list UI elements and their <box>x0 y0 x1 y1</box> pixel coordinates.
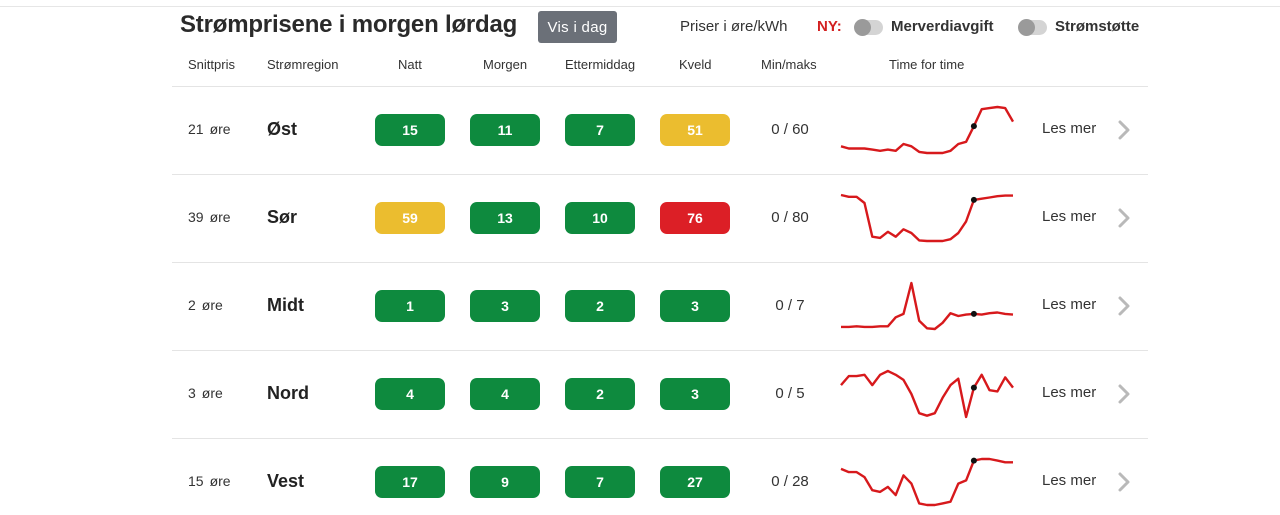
hourly-sparkline <box>840 193 1013 243</box>
price-badge-morning: 13 <box>470 202 540 234</box>
table-row[interactable]: 2 øre Midt 1 3 2 3 0 / 7 Les mer <box>172 262 1148 350</box>
col-header-afternoon: Ettermiddag <box>565 57 636 72</box>
top-divider <box>0 6 1280 7</box>
price-badge-night: 4 <box>375 378 445 410</box>
hourly-sparkline <box>840 105 1015 155</box>
price-badge-afternoon: 2 <box>565 290 635 322</box>
average-price: 21 øre <box>188 121 231 137</box>
table-row[interactable]: 15 øre Vest 17 9 7 27 0 / 28 Les mer <box>172 438 1148 515</box>
sparkline-path <box>840 457 1013 507</box>
sparkline-path <box>840 193 1013 243</box>
price-badge-morning: 11 <box>470 114 540 146</box>
show-today-button[interactable]: Vis i dag <box>538 11 617 43</box>
subsidy-toggle-label: Strømstøtte <box>1055 18 1140 35</box>
table-row[interactable]: 21 øre Øst 15 11 7 51 0 / 60 Les mer <box>172 86 1148 174</box>
sparkline-path <box>840 369 1014 419</box>
sparkline-path <box>841 281 1014 331</box>
new-badge: NY: <box>817 18 842 35</box>
price-badge-morning: 4 <box>470 378 540 410</box>
price-badge-afternoon: 7 <box>565 466 635 498</box>
average-price-unit: øre <box>201 385 223 401</box>
average-price-value: 21 <box>188 121 204 137</box>
average-price: 2 øre <box>188 297 223 313</box>
average-price: 39 øre <box>188 209 231 225</box>
region-name: Sør <box>267 207 298 227</box>
hourly-sparkline <box>841 281 1014 331</box>
average-price-value: 3 <box>188 385 196 401</box>
read-more-link[interactable]: Les mer <box>1042 208 1097 225</box>
toggle-knob <box>854 19 871 36</box>
min-max-value: 0 / 7 <box>775 297 805 314</box>
average-price-unit: øre <box>209 209 231 225</box>
hourly-sparkline <box>840 457 1013 507</box>
region-name: Vest <box>267 471 305 491</box>
price-badge-night: 1 <box>375 290 445 322</box>
sparkline-path <box>840 105 1015 155</box>
read-more-link[interactable]: Les mer <box>1042 384 1097 401</box>
min-max-value: 0 / 60 <box>771 121 809 138</box>
vat-toggle-label: Merverdiavgift <box>891 18 994 35</box>
current-hour-marker <box>970 384 977 391</box>
current-hour-marker <box>970 196 977 203</box>
col-header-hourly: Time for time <box>889 57 965 72</box>
col-header-region: Strømregion <box>267 57 339 72</box>
current-hour-marker <box>970 457 977 464</box>
average-price-unit: øre <box>201 297 223 313</box>
chevron-right-icon[interactable] <box>1117 383 1131 405</box>
chevron-right-icon[interactable] <box>1117 207 1131 229</box>
col-header-minmax: Min/maks <box>761 57 817 72</box>
price-badge-morning: 9 <box>470 466 540 498</box>
price-badge-morning: 3 <box>470 290 540 322</box>
min-max-value: 0 / 5 <box>775 385 805 402</box>
price-badge-evening: 27 <box>660 466 730 498</box>
chevron-right-icon[interactable] <box>1117 471 1131 493</box>
average-price-value: 2 <box>188 297 196 313</box>
current-hour-marker <box>970 310 977 317</box>
chevron-right-icon[interactable] <box>1117 295 1131 317</box>
price-badge-afternoon: 10 <box>565 202 635 234</box>
hourly-sparkline <box>840 369 1014 419</box>
average-price: 3 øre <box>188 385 223 401</box>
price-badge-night: 59 <box>375 202 445 234</box>
min-max-value: 0 / 28 <box>771 473 809 490</box>
price-badge-night: 15 <box>375 114 445 146</box>
toggle-knob <box>1018 19 1035 36</box>
price-badge-evening: 51 <box>660 114 730 146</box>
table-row[interactable]: 3 øre Nord 4 4 2 3 0 / 5 Les mer <box>172 350 1148 438</box>
average-price-unit: øre <box>209 473 231 489</box>
price-badge-night: 17 <box>375 466 445 498</box>
average-price-unit: øre <box>209 121 231 137</box>
read-more-link[interactable]: Les mer <box>1042 472 1097 489</box>
subsidy-toggle[interactable] <box>1018 19 1047 36</box>
average-price-value: 39 <box>188 209 204 225</box>
col-header-avg: Snittpris <box>188 57 235 72</box>
current-hour-marker <box>970 123 977 130</box>
chevron-right-icon[interactable] <box>1117 119 1131 141</box>
average-price-value: 15 <box>188 473 204 489</box>
page-title: Strømprisene i morgen lørdag <box>180 11 518 38</box>
read-more-link[interactable]: Les mer <box>1042 120 1097 137</box>
region-name: Øst <box>267 119 298 139</box>
region-name: Nord <box>267 383 309 403</box>
average-price: 15 øre <box>188 473 231 489</box>
page-header: Strømprisene i morgen lørdag Vis i dag P… <box>180 10 1140 46</box>
col-header-evening: Kveld <box>679 57 712 72</box>
read-more-link[interactable]: Les mer <box>1042 296 1097 313</box>
unit-label: Priser i øre/kWh <box>680 18 788 35</box>
vat-toggle[interactable] <box>854 19 883 36</box>
col-header-morning: Morgen <box>483 57 528 72</box>
table-row[interactable]: 39 øre Sør 59 13 10 76 0 / 80 Les mer <box>172 174 1148 262</box>
price-badge-evening: 3 <box>660 290 730 322</box>
region-name: Midt <box>267 295 304 315</box>
col-header-night: Natt <box>398 57 422 72</box>
price-badge-evening: 3 <box>660 378 730 410</box>
price-badge-afternoon: 2 <box>565 378 635 410</box>
min-max-value: 0 / 80 <box>771 209 809 226</box>
price-badge-afternoon: 7 <box>565 114 635 146</box>
price-badge-evening: 76 <box>660 202 730 234</box>
